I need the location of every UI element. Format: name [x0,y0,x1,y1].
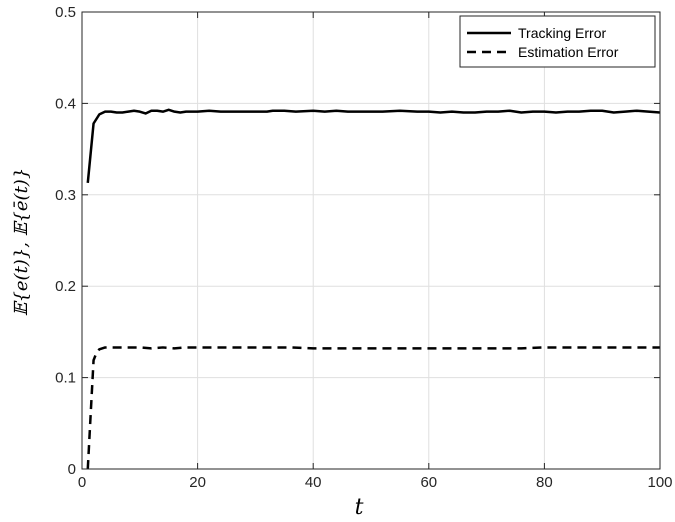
y-tick-label: 0.1 [55,370,76,387]
axis-ticks [81,11,661,470]
y-tick-labels: 0 0.1 0.2 0.3 0.4 0.5 [55,4,76,478]
x-tick-labels: 0 20 40 60 80 100 [78,474,673,491]
x-tick-label: 100 [647,474,672,491]
legend-label-tracking-error: Tracking Error [518,25,607,41]
y-axis-label: 𝔼{e(t)}, 𝔼{ē(t)} [11,168,32,317]
x-tick-label: 80 [536,474,553,491]
x-tick-label: 0 [78,474,86,491]
legend-label-estimation-error: Estimation Error [518,44,619,60]
plot-frame [81,11,661,470]
series-layer [86,108,661,470]
x-tick-label: 20 [189,474,206,491]
legend: Tracking Error Estimation Error [459,15,656,68]
x-tick-label: 60 [420,474,437,491]
y-tick-label: 0.5 [55,4,76,21]
grid-lines [82,12,660,469]
series-line-estimation-error [86,346,660,470]
series-line-tracking-error [86,108,661,184]
legend-box [459,15,656,68]
y-tick-label: 0.3 [55,187,76,204]
x-axis-label: t [355,495,364,520]
x-tick-label: 40 [305,474,322,491]
y-tick-label: 0 [68,461,76,478]
y-tick-label: 0.4 [55,95,76,112]
y-tick-label: 0.2 [55,278,76,295]
plot-background [82,12,660,469]
